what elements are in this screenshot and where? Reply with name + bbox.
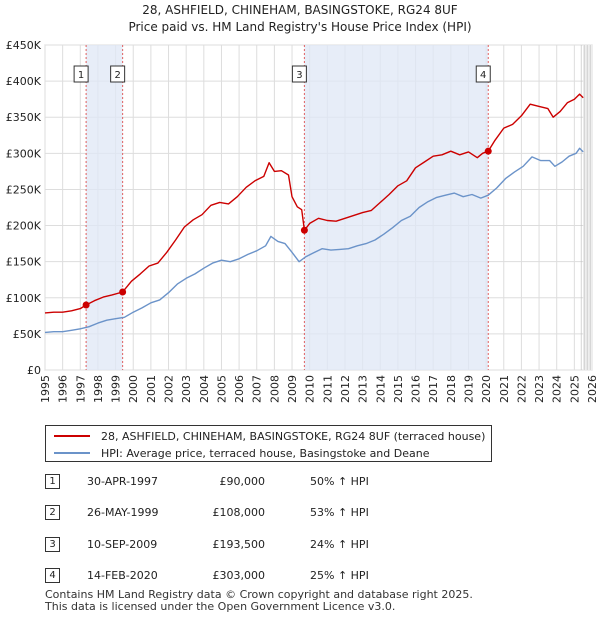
sale-date: 30-APR-1997 — [87, 475, 159, 488]
sale-hpi-change: 50% ↑ HPI — [310, 475, 369, 488]
marker-label: 3 — [296, 70, 302, 81]
x-tick-label: 2026 — [586, 375, 599, 403]
sale-number: 2 — [45, 505, 60, 520]
x-tick-label: 2009 — [286, 375, 299, 403]
chart-subtitle: Price paid vs. HM Land Registry's House … — [128, 20, 471, 34]
y-tick-label: £150K — [6, 256, 42, 269]
x-tick-label: 2000 — [127, 375, 140, 403]
sale-number: 3 — [45, 537, 60, 552]
x-tick-label: 2004 — [198, 375, 211, 403]
hpi-line — [44, 147, 584, 334]
footer-line-licence: This data is licensed under the Open Gov… — [45, 600, 396, 613]
x-tick-label: 2016 — [410, 375, 423, 403]
legend-item-hpi: HPI: Average price, terraced house, Basi… — [54, 445, 429, 461]
marker-label: 1 — [78, 70, 84, 81]
sale-price: £303,000 — [212, 569, 266, 582]
y-tick-label: £400K — [6, 75, 42, 88]
legend-item-property: 28, ASHFIELD, CHINEHAM, BASINGSTOKE, RG2… — [54, 428, 485, 444]
x-tick-label: 2011 — [321, 375, 334, 403]
sale-point — [119, 288, 127, 296]
x-tick-label: 2021 — [498, 375, 511, 403]
y-tick-label: £0 — [27, 364, 41, 377]
marker-box — [475, 65, 491, 83]
footer-attribution: Contains HM Land Registry data © Crown c… — [45, 589, 473, 613]
x-tick-label: 1999 — [110, 375, 123, 403]
chart-title: 28, ASHFIELD, CHINEHAM, BASINGSTOKE, RG2… — [142, 3, 458, 17]
sale-date: 14-FEB-2020 — [87, 569, 158, 582]
marker-box — [110, 65, 126, 83]
marker-box — [291, 65, 307, 83]
x-tick-label: 2002 — [163, 375, 176, 403]
sale-date: 10-SEP-2009 — [87, 538, 158, 551]
x-tick-label: 2022 — [515, 375, 528, 403]
sale-price: £90,000 — [219, 475, 266, 488]
sale-point — [484, 147, 492, 155]
sale-price: £193,500 — [212, 538, 266, 551]
y-tick-label: £250K — [6, 183, 42, 196]
sale-period-shading — [304, 45, 489, 370]
property-price-line — [44, 93, 584, 314]
y-tick-label: £50K — [13, 328, 42, 341]
sale-row: 1 30-APR-1997 £90,000 50% ↑ HPI — [45, 474, 465, 492]
y-tick-label: £450K — [6, 39, 42, 52]
sale-row: 2 26-MAY-1999 £108,000 53% ↑ HPI — [45, 505, 465, 523]
x-tick-label: 2007 — [251, 375, 264, 403]
x-tick-label: 2017 — [427, 375, 440, 403]
marker-label: 2 — [114, 70, 120, 81]
x-tick-label: 2010 — [304, 375, 317, 403]
x-tick-label: 2015 — [392, 375, 405, 403]
forecast-region — [583, 45, 592, 370]
footer-line-copyright: Contains HM Land Registry data © Crown c… — [45, 588, 473, 601]
x-tick-label: 2008 — [268, 375, 281, 403]
sale-price: £108,000 — [212, 506, 266, 519]
y-tick-label: £350K — [6, 111, 42, 124]
sale-point — [82, 301, 90, 309]
x-tick-label: 1995 — [39, 375, 52, 403]
marker-label: 4 — [480, 70, 486, 81]
x-tick-label: 2012 — [339, 375, 352, 403]
sale-number: 1 — [45, 474, 60, 489]
sale-point — [300, 226, 308, 234]
x-tick-label: 2023 — [533, 375, 546, 403]
sale-hpi-change: 24% ↑ HPI — [310, 538, 369, 551]
x-tick-label: 2013 — [357, 375, 370, 403]
sale-row: 4 14-FEB-2020 £303,000 25% ↑ HPI — [45, 568, 465, 586]
price-chart: 28, ASHFIELD, CHINEHAM, BASINGSTOKE, RG2… — [6, 3, 599, 403]
sale-date: 26-MAY-1999 — [87, 506, 159, 519]
marker-box — [73, 65, 89, 83]
legend-swatch-hpi — [54, 452, 90, 454]
x-tick-label: 2024 — [551, 375, 564, 403]
sale-hpi-change: 25% ↑ HPI — [310, 569, 369, 582]
x-tick-label: 2005 — [215, 375, 228, 403]
x-tick-label: 1997 — [74, 375, 87, 403]
x-tick-label: 1996 — [57, 375, 70, 403]
x-tick-label: 2014 — [374, 375, 387, 403]
y-tick-label: £300K — [6, 147, 42, 160]
x-tick-label: 2001 — [145, 375, 158, 403]
sale-row: 3 10-SEP-2009 £193,500 24% ↑ HPI — [45, 537, 465, 555]
chart-legend: 28, ASHFIELD, CHINEHAM, BASINGSTOKE, RG2… — [45, 425, 492, 462]
x-tick-label: 1998 — [92, 375, 105, 403]
legend-label-hpi: HPI: Average price, terraced house, Basi… — [101, 446, 430, 460]
x-tick-label: 2003 — [180, 375, 193, 403]
x-tick-label: 2006 — [233, 375, 246, 403]
y-tick-label: £100K — [6, 292, 42, 305]
y-tick-label: £200K — [6, 220, 42, 233]
x-tick-label: 2018 — [445, 375, 458, 403]
legend-label-property: 28, ASHFIELD, CHINEHAM, BASINGSTOKE, RG2… — [101, 429, 486, 443]
sale-period-shading — [86, 45, 123, 370]
legend-swatch-property — [54, 435, 90, 437]
x-tick-label: 2019 — [462, 375, 475, 403]
sale-hpi-change: 53% ↑ HPI — [310, 506, 369, 519]
x-tick-label: 2020 — [480, 375, 493, 403]
x-tick-label: 2025 — [568, 375, 581, 403]
sale-number: 4 — [45, 568, 60, 583]
